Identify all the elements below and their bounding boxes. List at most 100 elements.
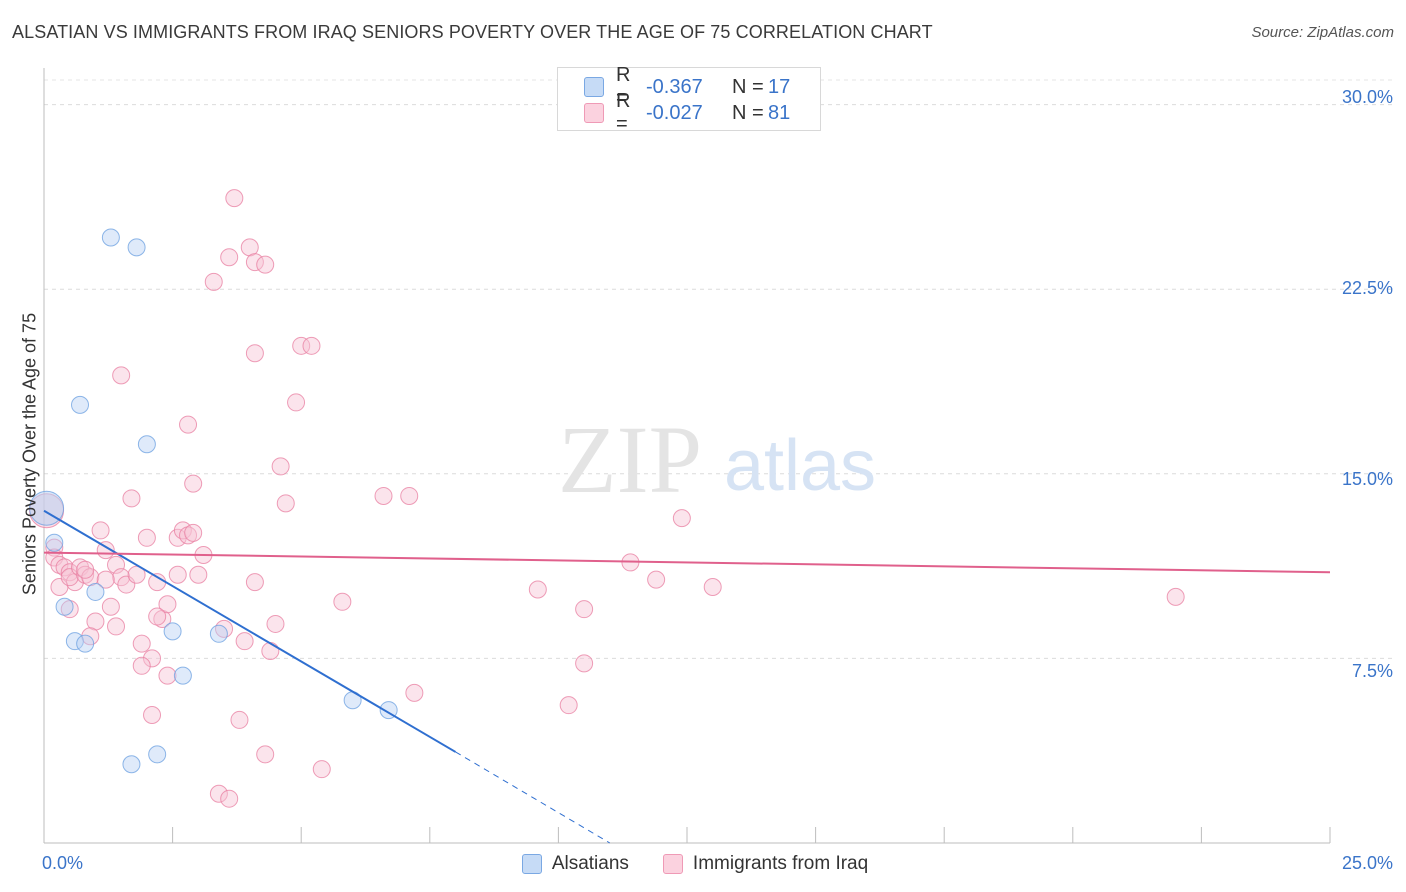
iraq-point xyxy=(101,597,120,616)
legend-swatch-alsatians xyxy=(521,854,542,874)
iraq-point xyxy=(112,366,131,385)
legend-r-value: -0.367 xyxy=(646,75,703,98)
alsatian-trendline-extension xyxy=(455,751,611,844)
iraq-point xyxy=(209,784,228,803)
legend-r-value: -0.027 xyxy=(646,101,703,124)
iraq-point xyxy=(333,592,352,611)
iraq-point xyxy=(220,789,239,808)
iraq-point xyxy=(672,509,691,528)
legend-n-label: N = xyxy=(732,101,764,124)
iraq-point xyxy=(575,654,594,673)
watermark: ZIP atlas xyxy=(558,406,876,513)
iraq-point xyxy=(184,474,203,493)
y-axis-label: Seniors Poverty Over the Age of 75 xyxy=(19,312,40,596)
alsatian-point xyxy=(71,395,90,414)
iraq-point xyxy=(647,570,666,589)
iraq-point xyxy=(91,521,110,540)
iraq-point xyxy=(50,555,69,574)
iraq-point xyxy=(204,272,223,291)
alsatian-point xyxy=(127,238,146,257)
y-tick-label-22-5: 22.5% xyxy=(1341,278,1393,298)
iraq-point xyxy=(302,336,321,355)
alsatian-point xyxy=(209,624,228,643)
axes xyxy=(43,68,1331,844)
iraq-point xyxy=(158,666,177,685)
legend-row-alsatians: R = -0.367 N = 17 xyxy=(584,64,790,109)
chart-source: Source: ZipAtlas.com xyxy=(1251,24,1394,41)
alsatian-point xyxy=(55,597,74,616)
iraq-point xyxy=(179,526,198,545)
alsatian-point xyxy=(137,435,156,454)
iraq-point xyxy=(312,760,331,779)
y-tick-label-7-5: 7.5% xyxy=(1351,661,1393,681)
watermark-atlas: atlas xyxy=(724,426,876,506)
series-alsatian-points xyxy=(29,228,398,774)
chart-title: ALSATIAN VS IMMIGRANTS FROM IRAQ SENIORS… xyxy=(12,22,933,42)
iraq-point xyxy=(528,580,547,599)
watermark-zip: ZIP xyxy=(558,406,702,513)
iraq-point xyxy=(405,683,424,702)
iraq-point xyxy=(184,523,203,542)
legend-label-iraq: Immigrants from Iraq xyxy=(692,853,869,874)
iraq-point xyxy=(245,344,264,363)
alsatian-point xyxy=(101,228,120,247)
iraq-point xyxy=(559,696,578,715)
legend-item-alsatians[interactable]: Alsatians xyxy=(521,853,629,875)
iraq-point xyxy=(122,489,141,508)
legend-r-label: R = xyxy=(616,64,631,109)
iraq-point xyxy=(132,634,151,653)
trendlines xyxy=(43,509,1331,844)
iraq-point xyxy=(287,393,306,412)
iraq-point xyxy=(245,253,264,272)
iraq-trendline xyxy=(43,551,1331,574)
y-tick-label-30: 30.0% xyxy=(1341,87,1393,107)
iraq-point xyxy=(292,336,311,355)
iraq-point xyxy=(143,649,162,668)
legend-swatch-alsatians xyxy=(584,77,604,97)
legend-swatch-iraq xyxy=(584,103,604,123)
iraq-point xyxy=(235,632,254,651)
alsatian-point xyxy=(163,622,182,641)
correlation-legend: R = -0.367 N = 17 R = -0.027 N = 81 xyxy=(557,64,821,135)
alsatian-point xyxy=(148,745,167,764)
alsatian-point xyxy=(76,634,95,653)
iraq-point xyxy=(96,570,115,589)
iraq-point xyxy=(60,563,79,582)
iraq-point xyxy=(266,614,285,633)
iraq-point xyxy=(276,494,295,513)
legend-r-label: R = xyxy=(616,90,631,135)
iraq-point xyxy=(189,565,208,584)
alsatian-point xyxy=(65,632,84,651)
legend-swatch-iraq xyxy=(662,854,683,874)
iraq-point xyxy=(703,578,722,597)
iraq-point xyxy=(220,248,239,267)
legend-n-label: N = xyxy=(732,75,764,98)
gridlines xyxy=(44,79,1392,659)
alsatian-point xyxy=(86,582,105,601)
iraq-point xyxy=(215,619,234,638)
iraq-point xyxy=(575,600,594,619)
series-legend: Alsatians Immigrants from Iraq xyxy=(0,851,1406,877)
legend-item-iraq[interactable]: Immigrants from Iraq xyxy=(662,853,869,875)
y-tick-label-15: 15.0% xyxy=(1341,469,1393,489)
iraq-point xyxy=(76,560,95,579)
iraq-point xyxy=(168,565,187,584)
iraq-point xyxy=(60,600,79,619)
iraq-point xyxy=(225,189,244,208)
iraq-point xyxy=(143,706,162,725)
alsatian-point xyxy=(122,755,141,774)
alsatian-trendline xyxy=(43,509,457,753)
iraq-point xyxy=(76,565,95,584)
iraq-point xyxy=(55,558,74,577)
iraq-point xyxy=(107,617,126,636)
iraq-point xyxy=(137,528,156,547)
iraq-point xyxy=(256,255,275,274)
iraq-point xyxy=(1166,587,1185,606)
iraq-point xyxy=(173,521,192,540)
iraq-point xyxy=(158,595,177,614)
iraq-point xyxy=(148,607,167,626)
iraq-point xyxy=(256,745,275,764)
iraq-point xyxy=(127,565,146,584)
legend-label-alsatians: Alsatians xyxy=(551,853,629,874)
